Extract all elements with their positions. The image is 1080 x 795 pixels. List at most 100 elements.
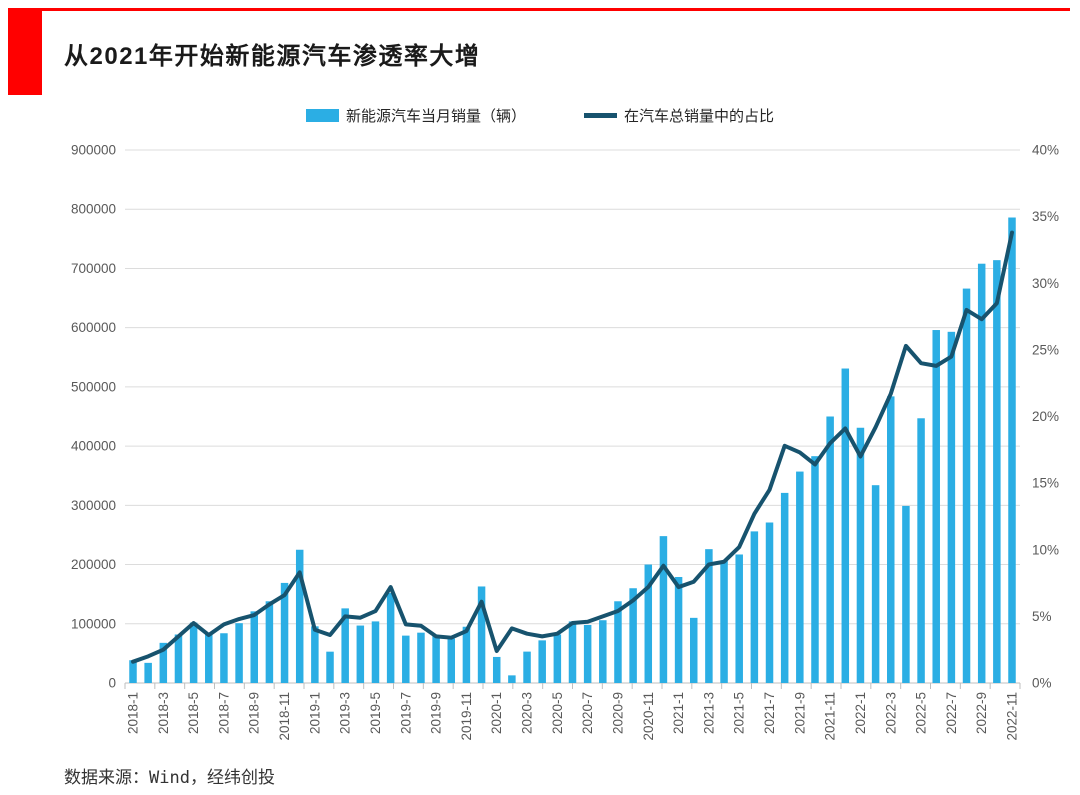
sales-bar bbox=[811, 456, 819, 683]
sales-bar bbox=[932, 330, 940, 683]
sales-bar bbox=[674, 576, 683, 683]
x-axis-label: 2020-7 bbox=[580, 692, 595, 734]
legend-label-sales: 新能源汽车当月销量（辆） bbox=[345, 108, 526, 125]
sales-bar bbox=[235, 623, 243, 683]
x-axis-label: 2022-9 bbox=[974, 692, 989, 734]
left-axis-tick-label: 600000 bbox=[71, 320, 116, 335]
x-axis-label: 2019-1 bbox=[307, 692, 322, 734]
x-axis-label: 2018-7 bbox=[216, 692, 231, 734]
legend-item-sales: 新能源汽车当月销量（辆） bbox=[305, 105, 526, 126]
x-axis-label: 2021-1 bbox=[671, 692, 686, 734]
left-axis-tick-label: 800000 bbox=[71, 202, 116, 217]
sales-bar bbox=[583, 624, 592, 683]
sales-bar bbox=[447, 638, 456, 683]
sales-bar bbox=[993, 260, 1001, 683]
legend-item-share: 在汽车总销量中的占比 bbox=[584, 105, 774, 126]
sales-bar bbox=[477, 586, 486, 683]
sales-bar bbox=[765, 522, 774, 683]
legend-label-share: 在汽车总销量中的占比 bbox=[624, 108, 775, 125]
left-axis-tick-label: 500000 bbox=[71, 379, 116, 394]
share-line bbox=[131, 230, 1014, 664]
x-axis-label: 2019-7 bbox=[398, 692, 413, 734]
x-axis-label: 2022-5 bbox=[914, 692, 929, 734]
source-text: 数据来源：Wind，经纬创投 bbox=[64, 768, 275, 788]
sales-bar bbox=[917, 418, 925, 683]
sales-bar bbox=[841, 368, 850, 683]
sales-bar bbox=[735, 554, 743, 683]
sales-bar bbox=[902, 505, 910, 683]
left-axis-tick-label: 400000 bbox=[71, 439, 116, 454]
sales-bar bbox=[311, 626, 319, 683]
sales-bar bbox=[462, 626, 471, 683]
x-axis-label: 2021-7 bbox=[762, 692, 777, 734]
sales-bar bbox=[205, 633, 213, 683]
sales-bar bbox=[220, 633, 228, 683]
x-axis-label: 2020-3 bbox=[520, 692, 535, 734]
x-axis-label: 2021-3 bbox=[701, 692, 716, 734]
sales-bar bbox=[856, 427, 865, 683]
sales-bar bbox=[947, 331, 956, 683]
left-axis-tick-label: 300000 bbox=[71, 498, 116, 513]
left-axis-tick-label: 700000 bbox=[71, 261, 116, 276]
right-axis-tick-label: 15% bbox=[1032, 476, 1059, 491]
right-axis-tick-label: 35% bbox=[1032, 209, 1059, 224]
sales-bar bbox=[826, 416, 834, 683]
right-axis-tick-label: 0% bbox=[1032, 676, 1052, 691]
sales-bar bbox=[644, 564, 653, 683]
x-axis-label: 2018-1 bbox=[126, 692, 141, 734]
left-axis-tick-label: 900000 bbox=[71, 143, 116, 158]
sales-bar bbox=[386, 592, 395, 683]
sales-bar bbox=[887, 396, 895, 683]
x-axis-label: 2021-11 bbox=[823, 692, 838, 741]
x-axis-label: 2022-11 bbox=[1005, 692, 1020, 741]
accent-block bbox=[8, 8, 42, 95]
x-axis-label: 2022-1 bbox=[853, 692, 868, 734]
sales-bar bbox=[599, 620, 607, 683]
x-axis-label: 2019-9 bbox=[429, 692, 444, 734]
sales-bar bbox=[689, 617, 698, 683]
x-axis-label: 2021-5 bbox=[732, 692, 747, 734]
sales-bar bbox=[659, 536, 668, 683]
left-axis-tick-label: 200000 bbox=[71, 557, 116, 572]
sales-bar bbox=[1008, 217, 1016, 683]
sales-bar bbox=[326, 651, 334, 683]
sales-bar bbox=[780, 492, 789, 683]
x-axis-label: 2018-5 bbox=[186, 692, 201, 734]
sales-bar bbox=[356, 625, 365, 683]
right-axis-tick-label: 25% bbox=[1032, 342, 1059, 357]
sales-bar bbox=[977, 263, 986, 683]
sales-bar bbox=[523, 651, 531, 683]
x-axis-label: 2020-5 bbox=[550, 692, 565, 734]
accent-top-line bbox=[8, 8, 1070, 11]
page-title: 从2021年开始新能源汽车渗透率大增 bbox=[64, 43, 481, 70]
x-axis-label: 2018-11 bbox=[277, 692, 292, 741]
x-axis-label: 2022-3 bbox=[883, 692, 898, 734]
x-axis-label: 2021-9 bbox=[792, 692, 807, 734]
right-axis-tick-label: 10% bbox=[1032, 542, 1059, 557]
sales-bar bbox=[280, 582, 289, 683]
x-axis-label: 2019-3 bbox=[338, 692, 353, 734]
x-axis-label: 2022-7 bbox=[944, 692, 959, 734]
legend-line-swatch bbox=[584, 113, 617, 118]
sales-bar bbox=[492, 656, 501, 683]
sales-bar bbox=[629, 588, 637, 683]
sales-bar bbox=[750, 531, 759, 683]
right-axis-tick-label: 30% bbox=[1032, 276, 1059, 291]
sales-bar bbox=[402, 635, 410, 683]
sales-bar bbox=[174, 634, 183, 683]
sales-bar bbox=[614, 601, 622, 683]
x-axis-label: 2020-1 bbox=[489, 692, 504, 734]
sales-bar bbox=[129, 660, 137, 683]
sales-bar bbox=[720, 561, 728, 683]
sales-bar bbox=[295, 549, 304, 683]
x-axis-label: 2018-9 bbox=[247, 692, 262, 734]
left-axis-tick-label: 100000 bbox=[71, 616, 116, 631]
sales-bar bbox=[962, 288, 971, 683]
x-axis-label: 2020-9 bbox=[610, 692, 625, 734]
right-axis-tick-label: 40% bbox=[1032, 143, 1059, 158]
chart-legend: 新能源汽车当月销量（辆） 在汽车总销量中的占比 bbox=[0, 105, 1080, 126]
x-axis-label: 2019-11 bbox=[459, 692, 474, 741]
right-axis-tick-label: 20% bbox=[1032, 409, 1059, 424]
